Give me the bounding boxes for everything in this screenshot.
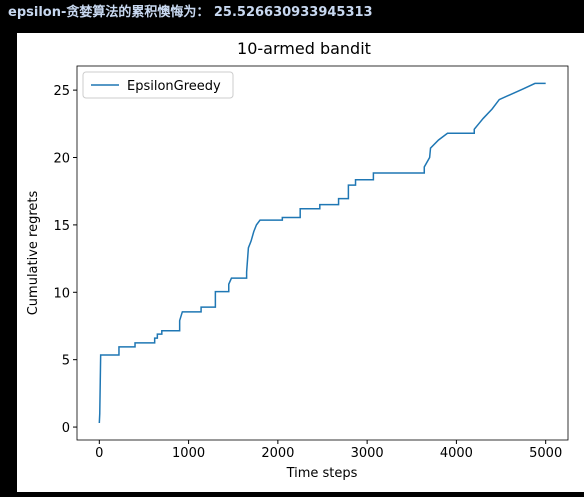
legend-box (82, 71, 234, 99)
x-tick-label: 2000 (261, 446, 294, 461)
y-tick-label: 10 (53, 286, 70, 301)
y-tick-label: 25 (53, 84, 70, 99)
x-tick-label: 1000 (172, 446, 205, 461)
y-tick-label: 0 (62, 421, 70, 436)
legend-label: EpsilonGreedy (127, 79, 221, 94)
data-line (98, 82, 546, 424)
y-tick-label: 15 (53, 219, 70, 234)
x-tick-label: 3000 (351, 446, 384, 461)
figure-background (17, 33, 584, 492)
y-axis-label: Cumulative regrets (26, 190, 41, 315)
chart: 10-armed bandit Time steps Cumulative re… (17, 33, 584, 492)
console-output: epsilon-贪婪算法的累积懊悔为： 25.526630933945313 (8, 5, 373, 20)
axes-frame (76, 65, 569, 441)
x-tick-label: 4000 (440, 446, 473, 461)
y-tick-label: 20 (53, 152, 70, 167)
x-tick-label: 5000 (529, 446, 562, 461)
x-axis-label: Time steps (286, 466, 358, 481)
chart-title: 10-armed bandit (237, 39, 371, 58)
y-tick-label: 5 (62, 354, 70, 369)
x-tick-label: 0 (95, 446, 103, 461)
